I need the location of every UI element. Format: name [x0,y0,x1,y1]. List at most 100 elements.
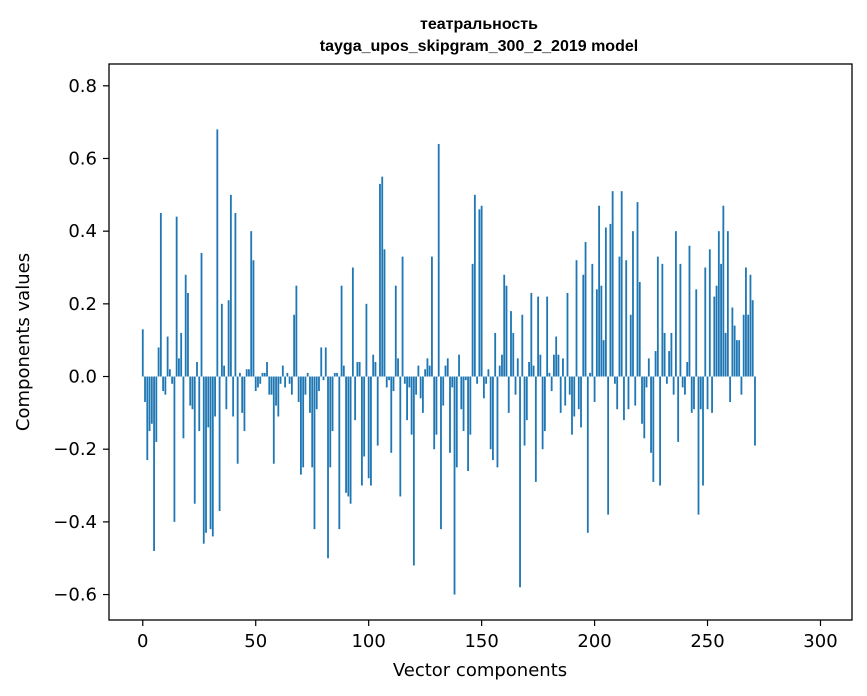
bar [304,376,307,395]
bar [302,376,305,468]
bar [356,361,359,377]
bar [575,260,578,377]
bar [196,361,198,377]
bar [708,249,711,377]
bar [661,263,664,377]
bar [254,376,257,392]
bar [650,376,652,453]
bar [153,376,155,551]
bar [243,376,246,432]
bar [647,358,650,377]
bar [220,303,223,377]
bar [309,376,311,413]
bar [211,376,214,537]
bar [322,376,325,381]
bar [733,325,736,377]
bar [189,376,192,406]
bar [600,285,603,377]
chart-title: театральность [420,16,538,33]
bar [679,263,682,377]
bar [593,376,596,402]
bar [528,361,530,377]
bar [704,267,707,377]
bar [501,354,503,377]
bar [446,358,449,377]
bar [281,365,284,377]
y-tick-label: 0.6 [68,148,97,169]
bar [141,329,144,377]
bar [616,376,619,410]
bar [724,332,727,377]
bar [595,289,598,377]
bar [218,376,221,511]
bar [279,376,282,384]
bar [399,376,402,497]
bar [638,282,641,377]
bar [290,376,293,395]
bar [412,376,415,566]
bar [297,376,300,402]
bar [259,376,262,384]
bar [537,296,540,377]
bar [715,285,718,377]
bar [173,376,176,522]
bar [573,376,576,417]
bar [336,372,338,377]
bar [460,376,463,410]
bar [286,372,289,377]
bar [738,340,741,377]
bar [467,376,469,471]
bar [686,361,689,377]
bar [473,194,476,377]
bar [403,376,406,384]
x-tick-label: 300 [803,631,837,652]
bar [367,376,370,479]
bar [498,365,501,377]
bar [693,376,695,410]
bar [207,376,210,428]
bar [252,260,255,377]
bar [417,365,420,377]
bar [261,372,264,377]
x-tick-label: 50 [244,631,267,652]
bar [702,376,704,486]
bar [184,274,187,377]
bar [553,354,555,377]
bar [591,263,594,377]
bar [372,354,375,377]
bar [385,376,388,388]
bar [440,376,442,530]
bar [566,292,569,377]
bar [257,376,259,388]
bar [333,372,336,377]
bar [584,242,587,377]
bar [541,376,544,450]
bar [614,376,616,384]
bar [684,376,686,395]
bar [157,347,160,377]
bar [618,256,621,377]
x-axis-ticks: 0 50 100 150 200 250 300 [137,620,838,652]
bar [629,314,632,377]
bar [329,376,332,468]
y-axis-label: Components values [13,253,34,431]
bar [266,361,268,377]
bar [602,340,605,377]
bar [345,376,347,493]
bar [288,376,291,384]
bar [331,376,334,432]
bar [178,358,180,377]
bar [435,376,438,435]
bar [390,376,393,453]
bar [293,314,296,377]
bar [272,376,275,464]
bar [198,376,201,432]
bar [681,376,684,388]
bar [754,376,756,446]
bar [607,376,610,515]
bar [236,376,239,464]
x-tick-label: 200 [577,631,611,652]
bar [191,376,194,410]
bar [270,376,273,395]
